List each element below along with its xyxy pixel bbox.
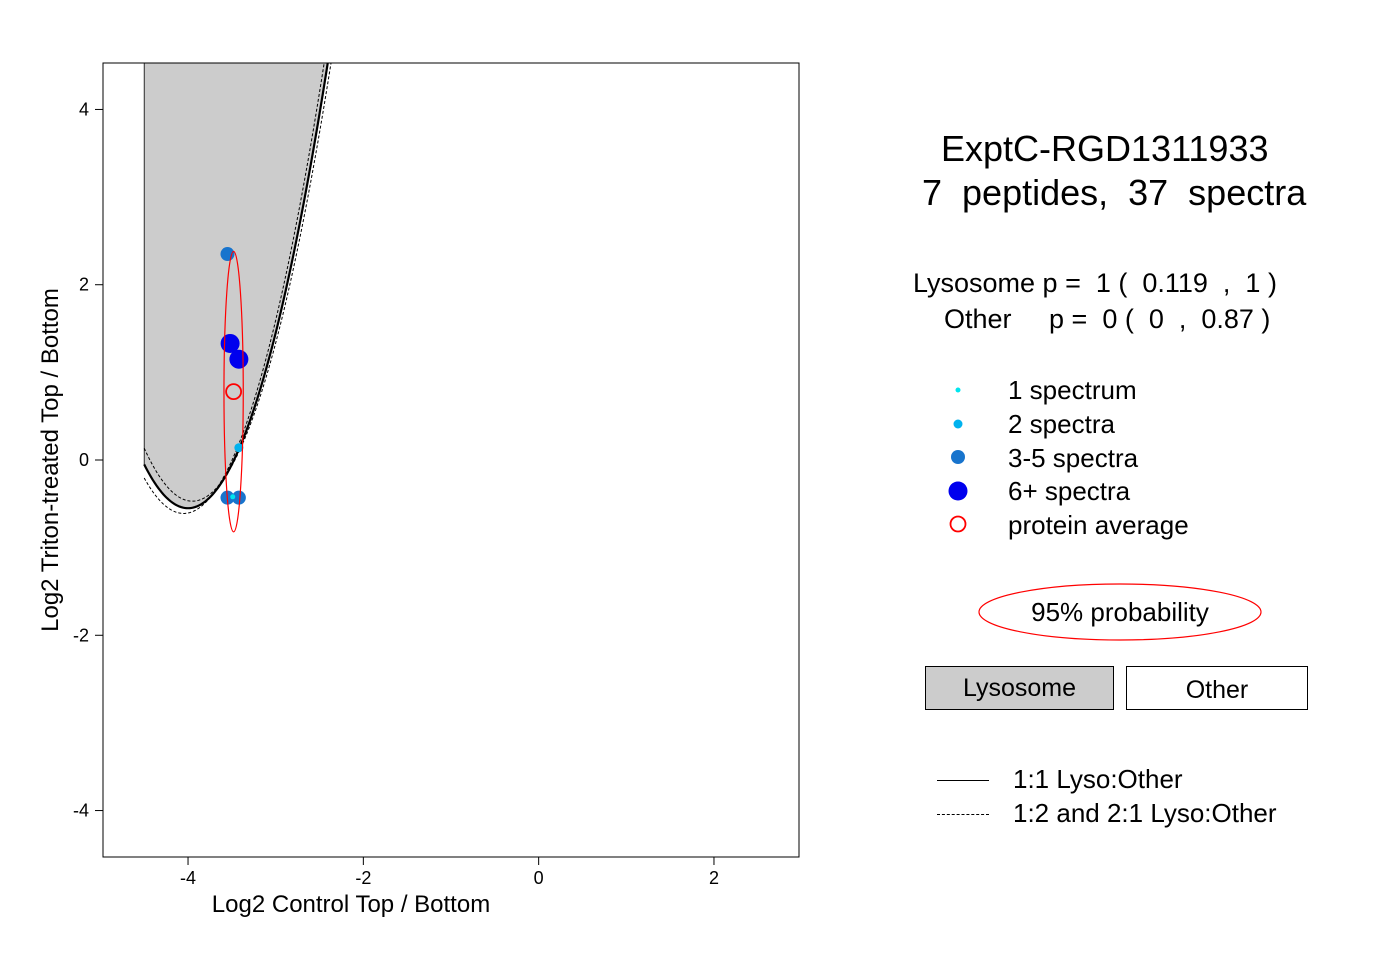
ellipse-icon <box>978 583 1262 641</box>
y-tick-label: 4 <box>79 99 89 119</box>
probability-legend: 95% probability <box>977 582 1263 642</box>
chart-subtitle: 7 peptides, 37 spectra <box>922 172 1307 213</box>
y-tick-label: -4 <box>73 801 89 821</box>
x-tick-label: 2 <box>709 868 719 888</box>
solid-line-icon <box>937 780 989 781</box>
lysosome-probability: Lysosome p = 1 ( 0.119 , 1 ) <box>913 268 1277 298</box>
probability-label: 95% probability <box>1031 596 1209 627</box>
confidence-ellipse <box>223 250 244 533</box>
legend-label: 2 spectra <box>1008 409 1115 439</box>
x-tick-label: -2 <box>355 868 371 888</box>
protein-average-point <box>225 383 243 401</box>
dashed-line-label: 1:2 and 2:1 Lyso:Other <box>1013 798 1277 828</box>
data-point-4 <box>234 443 244 453</box>
one-to-two-curve <box>143 63 325 514</box>
medium-dot-icon <box>951 450 965 464</box>
data-point-3 <box>229 349 249 369</box>
large-dot-icon <box>948 481 968 501</box>
legend-label: 1 spectrum <box>1008 375 1137 405</box>
solid-line-label: 1:1 Lyso:Other <box>1013 764 1183 794</box>
tiny-dot-icon <box>955 387 961 393</box>
y-tick-label: 0 <box>79 450 89 470</box>
data-point-7 <box>230 494 236 500</box>
lysosome-region-key: Lysosome <box>925 666 1114 710</box>
x-tick-label: 0 <box>534 868 544 888</box>
data-point-2 <box>220 333 240 353</box>
legend-label: 3-5 spectra <box>1008 443 1139 473</box>
x-axis-label: Log2 Control Top / Bottom <box>212 891 490 918</box>
y-axis-label: Log2 Triton-treated Top / Bottom <box>37 288 64 632</box>
y-tick-label: -2 <box>73 625 89 645</box>
y-tick-label: 2 <box>79 275 89 295</box>
open-circle-icon <box>949 515 967 533</box>
x-tick-label: -4 <box>180 868 196 888</box>
legend-label: 6+ spectra <box>1008 476 1131 506</box>
legend-label: protein average <box>1008 510 1189 540</box>
other-probability: Other p = 0 ( 0 , 0.87 ) <box>944 304 1271 334</box>
dashed-line-icon <box>937 814 989 815</box>
small-dot-icon <box>953 419 963 429</box>
data-point-6 <box>231 490 246 505</box>
data-point-1 <box>220 247 235 262</box>
other-region-key: Other <box>1126 666 1308 710</box>
two-to-one-curve <box>143 63 332 502</box>
lysosome-region <box>144 63 328 509</box>
chart-title: ExptC-RGD1311933 <box>941 128 1269 169</box>
